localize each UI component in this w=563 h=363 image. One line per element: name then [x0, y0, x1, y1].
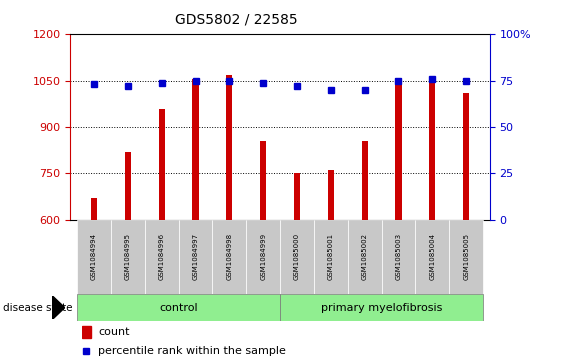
- Bar: [260, 141, 266, 220]
- FancyBboxPatch shape: [280, 294, 483, 321]
- Bar: [429, 79, 435, 220]
- FancyBboxPatch shape: [77, 220, 111, 294]
- Bar: [226, 74, 233, 220]
- Bar: [463, 93, 469, 220]
- Polygon shape: [52, 296, 65, 319]
- Bar: [361, 141, 368, 220]
- Text: GSM1084996: GSM1084996: [159, 233, 165, 280]
- FancyBboxPatch shape: [280, 220, 314, 294]
- FancyBboxPatch shape: [348, 220, 382, 294]
- Bar: [82, 326, 91, 338]
- Text: GSM1084994: GSM1084994: [91, 233, 97, 280]
- Bar: [395, 78, 401, 220]
- Text: disease state: disease state: [3, 303, 72, 313]
- FancyBboxPatch shape: [449, 220, 483, 294]
- Text: GSM1084997: GSM1084997: [193, 233, 199, 280]
- Text: GSM1084998: GSM1084998: [226, 233, 233, 280]
- Text: GSM1085004: GSM1085004: [430, 233, 435, 280]
- FancyBboxPatch shape: [111, 220, 145, 294]
- Text: percentile rank within the sample: percentile rank within the sample: [99, 346, 287, 356]
- Bar: [294, 173, 300, 220]
- Text: GSM1085003: GSM1085003: [395, 233, 401, 280]
- Text: primary myelofibrosis: primary myelofibrosis: [321, 303, 443, 313]
- FancyBboxPatch shape: [246, 220, 280, 294]
- Text: control: control: [159, 303, 198, 313]
- FancyBboxPatch shape: [382, 220, 415, 294]
- Text: GSM1085000: GSM1085000: [294, 233, 300, 280]
- Text: GDS5802 / 22585: GDS5802 / 22585: [175, 13, 298, 27]
- Bar: [159, 109, 165, 220]
- FancyBboxPatch shape: [415, 220, 449, 294]
- Bar: [125, 152, 131, 220]
- Text: GSM1085005: GSM1085005: [463, 233, 469, 280]
- FancyBboxPatch shape: [314, 220, 348, 294]
- FancyBboxPatch shape: [77, 294, 280, 321]
- FancyBboxPatch shape: [178, 220, 212, 294]
- Text: GSM1085001: GSM1085001: [328, 233, 334, 280]
- Bar: [193, 79, 199, 220]
- Bar: [328, 170, 334, 220]
- Text: GSM1084995: GSM1084995: [125, 233, 131, 280]
- FancyBboxPatch shape: [212, 220, 246, 294]
- Text: GSM1084999: GSM1084999: [260, 233, 266, 280]
- Text: count: count: [99, 327, 130, 337]
- Text: GSM1085002: GSM1085002: [361, 233, 368, 280]
- Bar: [91, 198, 97, 220]
- FancyBboxPatch shape: [145, 220, 178, 294]
